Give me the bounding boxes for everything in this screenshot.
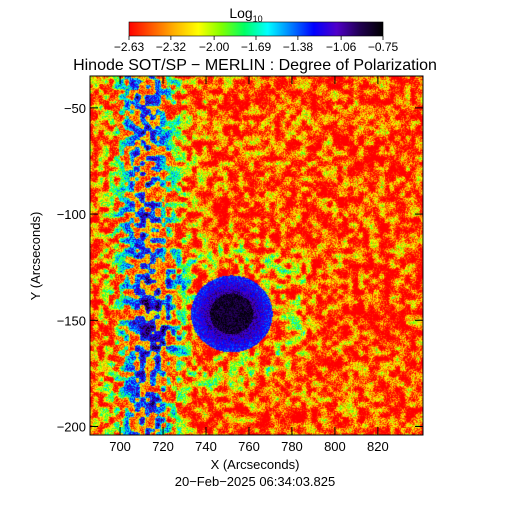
- colorbar-ticks: [128, 36, 384, 40]
- y-tick-label: −50: [64, 101, 86, 116]
- colorbar-tick-label: −2.63: [114, 40, 145, 54]
- y-axis-ticks: [90, 107, 423, 428]
- colorbar-tick-label: −2.32: [156, 40, 187, 54]
- x-axis-ticks: [119, 76, 379, 435]
- y-axis-label: Y (Arcseconds): [28, 212, 43, 301]
- y-tick-label: −100: [57, 207, 86, 222]
- x-tick-label: 720: [152, 439, 174, 454]
- x-tick-label: 800: [324, 439, 346, 454]
- plot-frame: [89, 75, 424, 436]
- x-tick-label: 700: [109, 439, 131, 454]
- plot-area: 700 720 740 760 780 800 820 −50 −100 −150 −200: [57, 75, 424, 454]
- y-tick-label: −150: [57, 313, 86, 328]
- colorbar-gradient: [128, 21, 384, 37]
- x-tick-label: 780: [281, 439, 303, 454]
- colorbar-tick-label: −2.00: [199, 40, 230, 54]
- colorbar: Log10 −2.63 −2.32 −2.00 −1.69 −1.38 −1.06 −0.7…: [114, 5, 399, 54]
- timestamp-label: 20−Feb−2025 06:34:03.825: [175, 474, 335, 489]
- y-tick-label: −200: [57, 420, 86, 435]
- x-axis-label: X (Arcseconds): [211, 457, 300, 472]
- heatmap-image: [90, 76, 423, 435]
- x-axis-tick-labels: 700 720 740 760 780 800 820: [109, 439, 389, 454]
- colorbar-tick-label: −1.69: [241, 40, 272, 54]
- x-tick-label: 740: [195, 439, 217, 454]
- heatmap-image-container: [90, 76, 423, 435]
- colorbar-tick-labels: −2.63 −2.32 −2.00 −1.69 −1.38 −1.06 −0.75: [114, 40, 399, 54]
- colorbar-tick-label: −1.38: [283, 40, 314, 54]
- colorbar-tick-label: −0.75: [368, 40, 399, 54]
- colorbar-title: Log10: [229, 5, 262, 24]
- chart-title: Hinode SOT/SP − MERLIN : Degree of Polar…: [73, 57, 437, 74]
- y-axis-tick-labels: −50 −100 −150 −200: [57, 101, 86, 435]
- x-tick-label: 760: [238, 439, 260, 454]
- x-tick-label: 820: [367, 439, 389, 454]
- colorbar-tick-label: −1.06: [326, 40, 357, 54]
